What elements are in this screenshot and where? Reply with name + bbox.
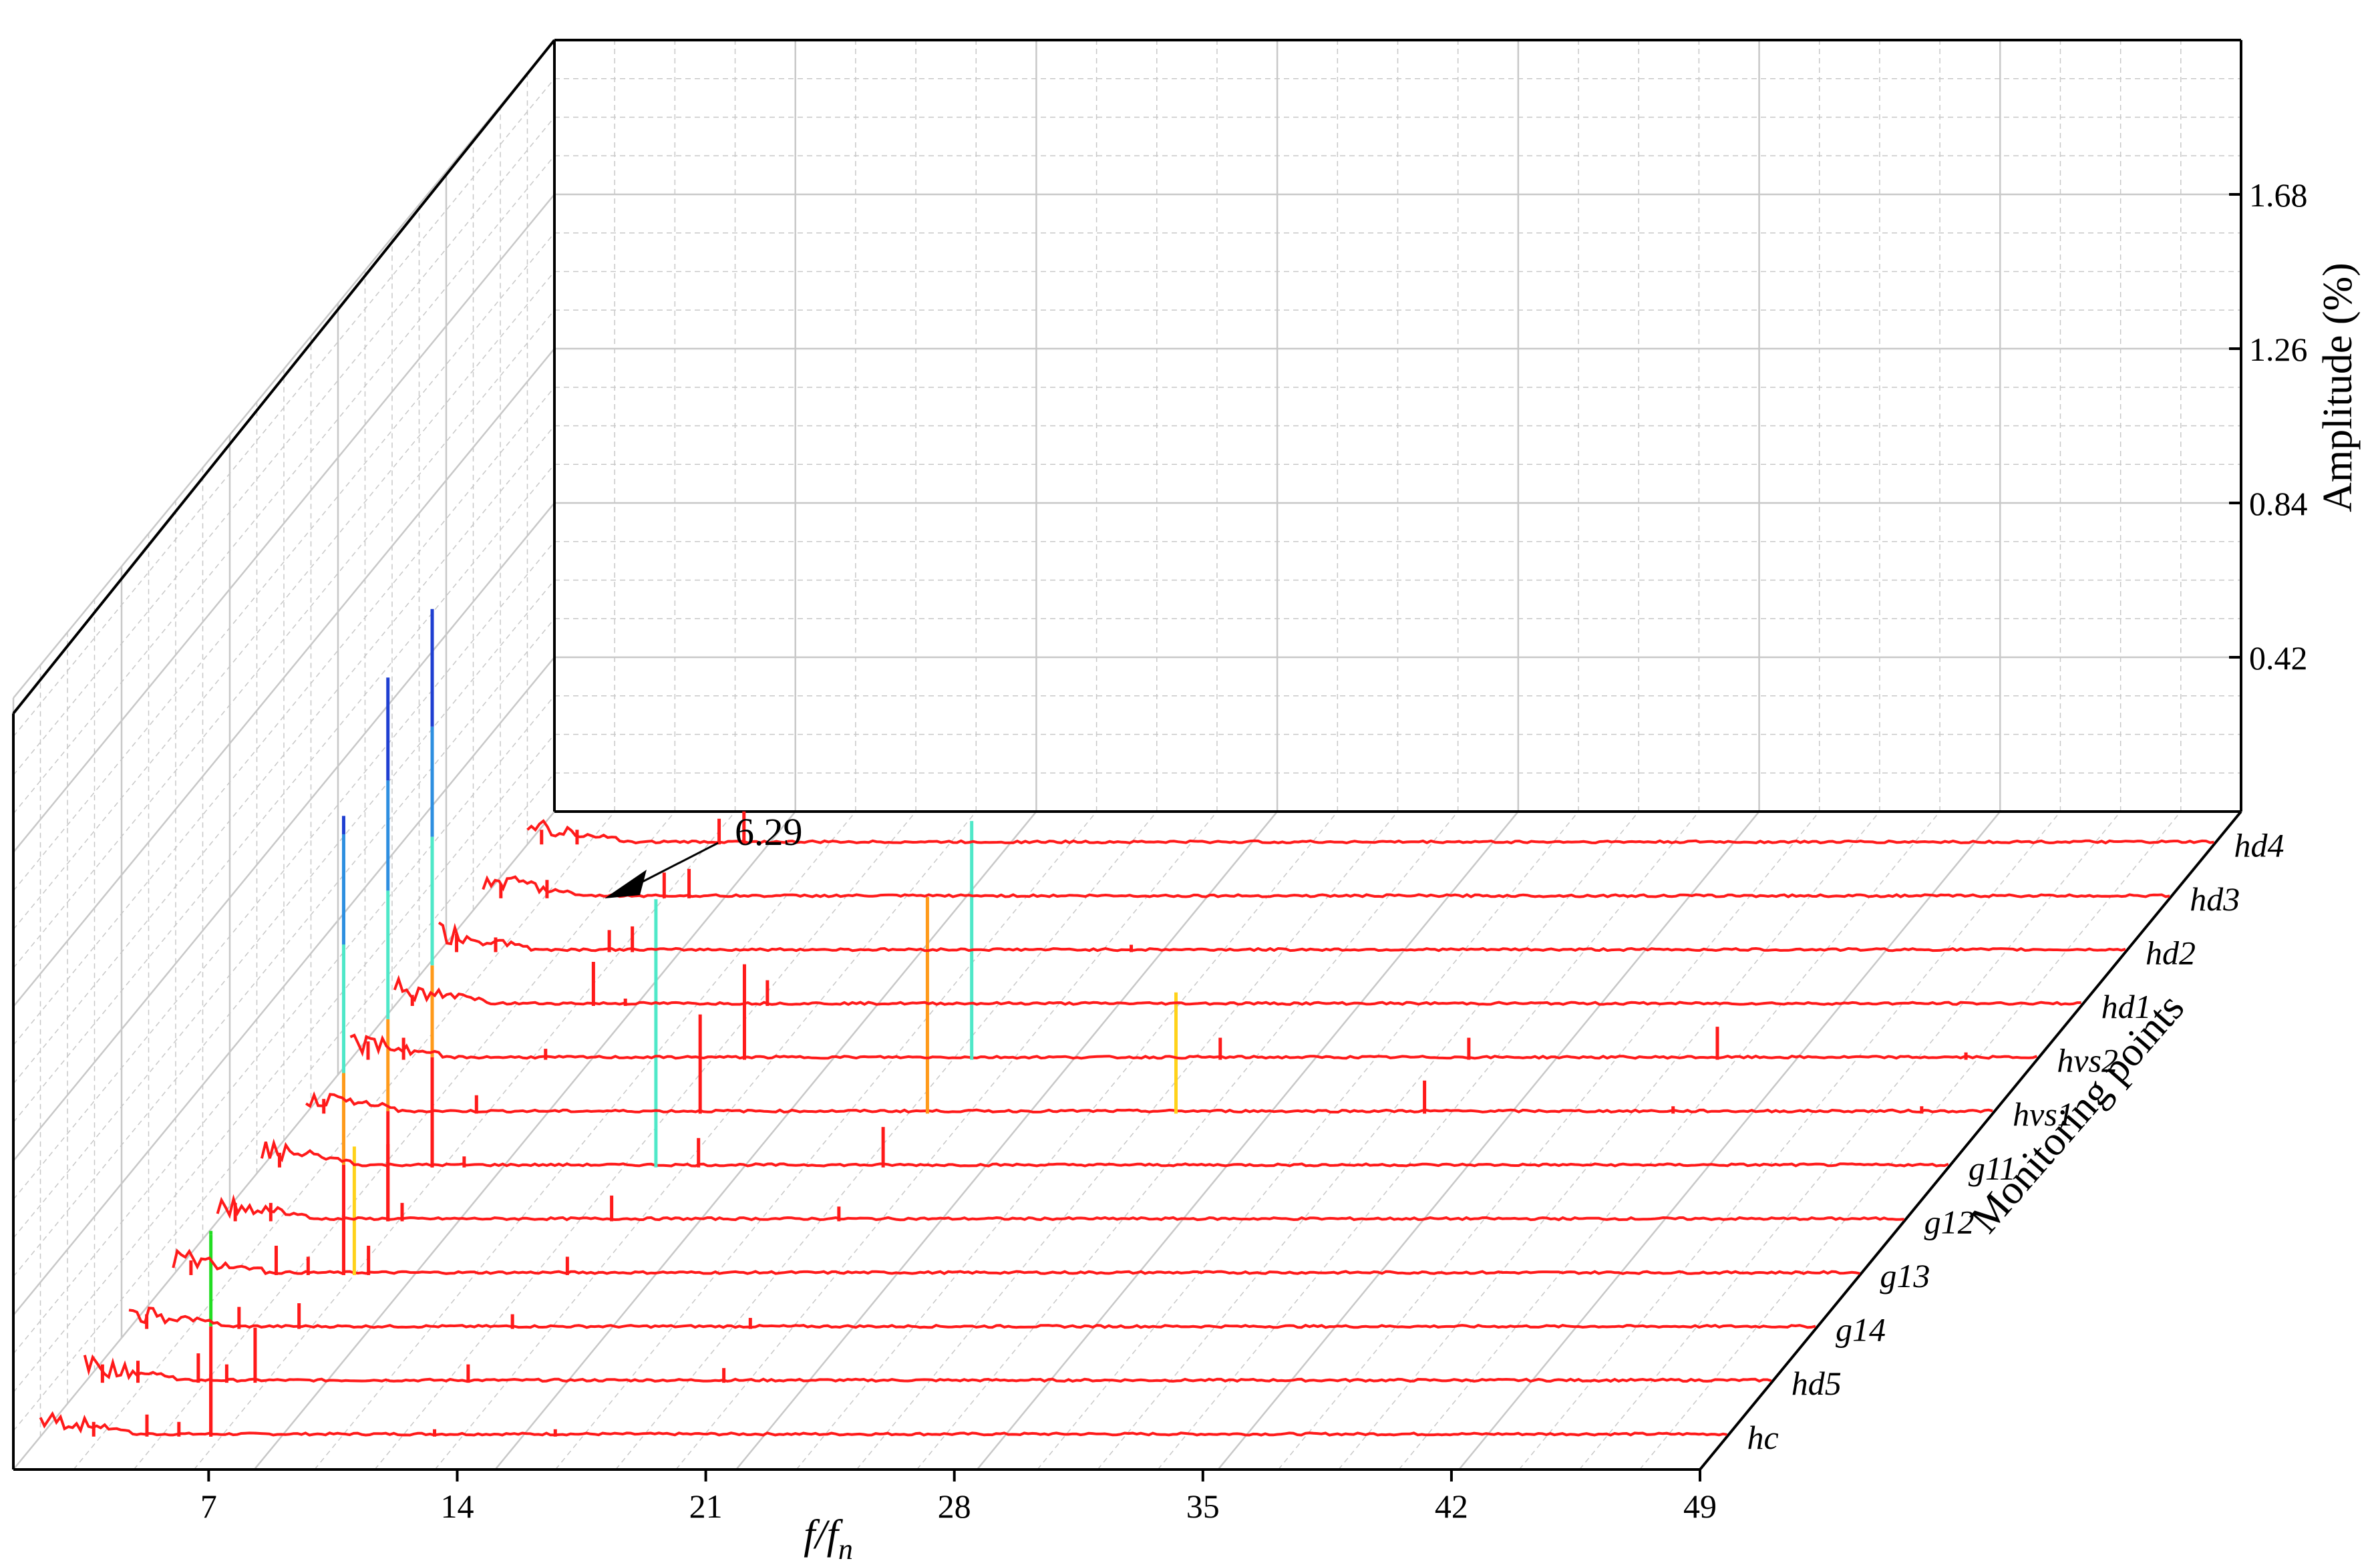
series-baseline [172,1248,1860,1276]
monitoring-point-label: hc [1747,1419,1779,1456]
side-wall-grid-line [13,271,555,930]
floor-grid-line [1579,811,2121,1470]
x-axis-title-subscript: n [838,1533,853,1560]
series-baseline [393,975,2081,1007]
floor-grid-line [434,811,977,1470]
monitoring-point-label: g12 [1924,1203,1975,1240]
floor-grid-line [13,811,555,1470]
series-baseline [260,1138,1949,1168]
floor-grid-line [1518,811,2061,1470]
spectrum-traces: hc hd5 g14 g13 g12 g11 hvs1 hvs2 hd1 hd2 hd3 hd4 [39,609,2284,1456]
series-g14: g14 [128,1303,1886,1349]
series-g13: g13 [172,816,1930,1294]
floor-grid-line [314,811,856,1470]
floor-grid-line [675,811,1218,1470]
monitoring-point-label: hd3 [2190,880,2240,918]
side-wall-grid-line [13,232,555,892]
floor-grid-line [193,811,736,1470]
monitoring-point-label: g11 [1969,1150,2016,1187]
monitoring-point-label: g14 [1836,1311,1886,1349]
x-tick-label: 7 [200,1488,217,1525]
floor-grid-line [856,811,1399,1470]
floor-grid-line [1097,811,1639,1470]
floor-grid-line [916,811,1459,1470]
monitoring-point-label: hd2 [2146,934,2196,971]
series-g12: g12 [216,677,1975,1240]
series-hc: hc [39,1230,1779,1456]
series-baseline [482,875,2170,898]
axis-frame-line [1699,810,2242,1471]
floor-grid-line [1217,811,1760,1470]
x-tick-label: 21 [689,1488,723,1525]
series-hvs1: hvs1 [305,896,2074,1133]
series-baseline [349,1033,2038,1060]
side-wall-grid-line [13,309,555,969]
monitoring-point-label: hvs2 [2057,1042,2118,1079]
amplitude-tick-label: 1.26 [2249,331,2308,368]
axis-ticks: 7 14 21 28 35 42 49 0.42 0.84 1.26 1.68 [200,176,2308,1525]
floor-grid-line [796,811,1338,1470]
annotation-arrowhead [605,870,647,898]
x-axis-title: f/fn [804,1512,853,1560]
series-hd1: hd1 [393,962,2152,1025]
series-baseline [83,1354,1772,1383]
floor-grid-line [374,811,916,1470]
monitoring-point-label: g13 [1880,1257,1930,1294]
axis-frame [12,39,2242,1471]
floor-grid-line [555,811,1097,1470]
series-hd5: hd5 [83,1327,1842,1402]
series-baseline [438,921,2126,952]
floor-grid-line [1338,811,1880,1470]
floor-grid-line [253,811,796,1470]
annotation-leader-line [639,842,719,884]
floor-grid-line [1458,811,2001,1470]
floor-grid-line [494,811,1037,1470]
floor-grid-line [1157,811,1699,1470]
side-wall-grid-line [13,580,555,1238]
monitoring-point-label: hd1 [2101,988,2152,1025]
floor-grid-line [735,811,1279,1470]
floor-grid-line [976,811,1519,1470]
annotation-label: 6.29 [735,810,803,854]
floor-grid-line [1398,811,1940,1470]
x-tick-label: 49 [1683,1488,1717,1525]
series-baseline [216,1194,1904,1222]
amplitude-tick-label: 0.42 [2249,639,2308,677]
amplitude-axis-title: Amplitude (%) [2315,263,2361,512]
floor-grid-line [1037,811,1579,1470]
series-baseline [128,1307,1816,1329]
series-hd2: hd2 [438,921,2196,971]
floor-grid-line [1639,811,2182,1470]
series-baseline [526,819,2214,845]
monitoring-point-label: hvs1 [2013,1095,2074,1133]
side-wall-grid-line [13,618,555,1277]
amplitude-tick-label: 0.84 [2249,485,2308,522]
series-baseline [305,1091,1993,1114]
series-hvs2: hvs2 [349,821,2118,1079]
floor-grid-line [133,811,675,1470]
x-tick-label: 28 [938,1488,971,1525]
x-axis-title-main: f/f [804,1512,843,1558]
series-baseline [39,1411,1727,1437]
floor-grid-line [615,811,1158,1470]
x-tick-label: 42 [1435,1488,1468,1525]
grid-lines [12,39,2242,1470]
axis-frame-line [12,39,556,715]
monitoring-point-label: hd4 [2234,826,2284,864]
monitoring-point-label: hd5 [1792,1365,1842,1402]
peak-annotation: 6.29 [605,810,803,898]
x-tick-label: 35 [1186,1488,1220,1525]
side-wall-grid-line [13,541,555,1200]
series-hd3: hd3 [482,868,2240,918]
floor-grid-line [1278,811,1820,1470]
x-tick-label: 14 [440,1488,474,1525]
series-hd4: hd4 [526,811,2284,864]
amplitude-tick-label: 1.68 [2249,176,2308,214]
monitoring-points-axis-title: Monitoring points [1962,985,2193,1242]
